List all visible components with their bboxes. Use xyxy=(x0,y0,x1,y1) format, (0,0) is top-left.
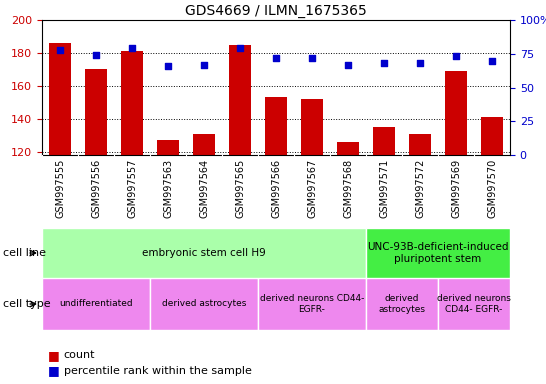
Text: GSM997566: GSM997566 xyxy=(271,159,281,218)
Bar xyxy=(85,70,107,155)
Text: GSM997565: GSM997565 xyxy=(235,159,245,218)
Text: GSM997556: GSM997556 xyxy=(91,159,101,218)
Text: ■: ■ xyxy=(48,349,59,362)
Bar xyxy=(150,278,258,330)
Text: GSM997563: GSM997563 xyxy=(163,159,173,218)
Text: GSM997555: GSM997555 xyxy=(55,159,65,218)
Text: embryonic stem cell H9: embryonic stem cell H9 xyxy=(142,248,266,258)
Bar xyxy=(42,228,366,278)
Bar xyxy=(121,51,143,155)
Text: derived
astrocytes: derived astrocytes xyxy=(378,294,425,314)
Point xyxy=(379,60,388,66)
Text: UNC-93B-deficient-induced
pluripotent stem: UNC-93B-deficient-induced pluripotent st… xyxy=(367,242,509,264)
Point xyxy=(307,55,316,61)
Point xyxy=(164,63,173,69)
Bar xyxy=(337,142,359,155)
Text: GSM997571: GSM997571 xyxy=(379,159,389,218)
Text: cell line: cell line xyxy=(3,248,46,258)
Bar xyxy=(301,99,323,155)
Bar xyxy=(193,134,215,155)
Point xyxy=(236,45,245,51)
Text: derived astrocytes: derived astrocytes xyxy=(162,300,246,308)
Text: GSM997568: GSM997568 xyxy=(343,159,353,218)
Text: GSM997557: GSM997557 xyxy=(127,159,137,218)
Point xyxy=(92,52,100,58)
Text: undifferentiated: undifferentiated xyxy=(59,300,133,308)
Bar xyxy=(366,228,510,278)
Bar xyxy=(157,140,179,155)
Bar xyxy=(258,278,366,330)
Bar xyxy=(481,117,503,155)
Bar xyxy=(229,45,251,155)
Text: GSM997567: GSM997567 xyxy=(307,159,317,218)
Bar xyxy=(409,134,431,155)
Text: GSM997564: GSM997564 xyxy=(199,159,209,218)
Point xyxy=(416,60,424,66)
Text: count: count xyxy=(64,350,96,360)
Text: GSM997570: GSM997570 xyxy=(487,159,497,218)
Text: percentile rank within the sample: percentile rank within the sample xyxy=(64,366,252,376)
Bar xyxy=(373,127,395,155)
Point xyxy=(343,61,352,68)
Text: GSM997572: GSM997572 xyxy=(415,159,425,218)
Bar xyxy=(438,278,510,330)
Point xyxy=(452,53,460,60)
Point xyxy=(488,58,496,64)
Point xyxy=(271,55,280,61)
Point xyxy=(56,46,64,53)
Text: cell type: cell type xyxy=(3,299,50,309)
Point xyxy=(128,45,136,51)
Text: GSM997569: GSM997569 xyxy=(451,159,461,218)
Text: ■: ■ xyxy=(48,364,59,377)
Point xyxy=(200,61,209,68)
Bar xyxy=(445,71,467,155)
Bar xyxy=(366,278,438,330)
Bar xyxy=(49,43,71,155)
Text: derived neurons CD44-
EGFR-: derived neurons CD44- EGFR- xyxy=(260,294,364,314)
Title: GDS4669 / ILMN_1675365: GDS4669 / ILMN_1675365 xyxy=(185,3,367,18)
Bar xyxy=(42,278,150,330)
Text: derived neurons
CD44- EGFR-: derived neurons CD44- EGFR- xyxy=(437,294,511,314)
Bar xyxy=(265,98,287,155)
